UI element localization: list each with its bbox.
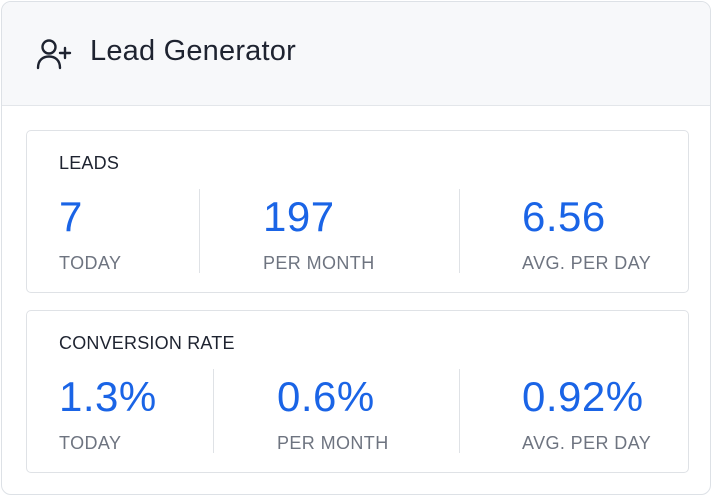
- conversion-today-value: 1.3%: [59, 373, 157, 420]
- card-header: Lead Generator: [2, 2, 710, 106]
- card-title: Lead Generator: [90, 35, 296, 67]
- leads-divider-2: [459, 189, 460, 273]
- conversion-rate-panel: CONVERSION RATE 1.3% TODAY 0.6% PER MONT…: [26, 310, 689, 473]
- leads-panel-title: LEADS: [59, 153, 120, 173]
- conversion-divider-1: [213, 369, 214, 453]
- leads-panel: LEADS 7 TODAY 197 PER MONTH 6.56 AVG. PE…: [26, 130, 689, 293]
- user-plus-icon: [36, 38, 72, 70]
- conversion-avg-label: AVG. PER DAY: [522, 433, 652, 453]
- leads-avg-label: AVG. PER DAY: [522, 253, 652, 273]
- conversion-today-label: TODAY: [59, 433, 122, 453]
- conversion-divider-2: [459, 369, 460, 453]
- conversion-panel-title: CONVERSION RATE: [59, 333, 235, 353]
- conversion-avg-value: 0.92%: [522, 373, 644, 420]
- leads-month-label: PER MONTH: [263, 253, 375, 273]
- leads-today-value: 7: [59, 193, 83, 240]
- leads-divider-1: [199, 189, 200, 273]
- leads-month-value: 197: [263, 193, 335, 240]
- leads-today-label: TODAY: [59, 253, 122, 273]
- leads-avg-value: 6.56: [522, 193, 606, 240]
- conversion-month-label: PER MONTH: [277, 433, 389, 453]
- conversion-month-value: 0.6%: [277, 373, 375, 420]
